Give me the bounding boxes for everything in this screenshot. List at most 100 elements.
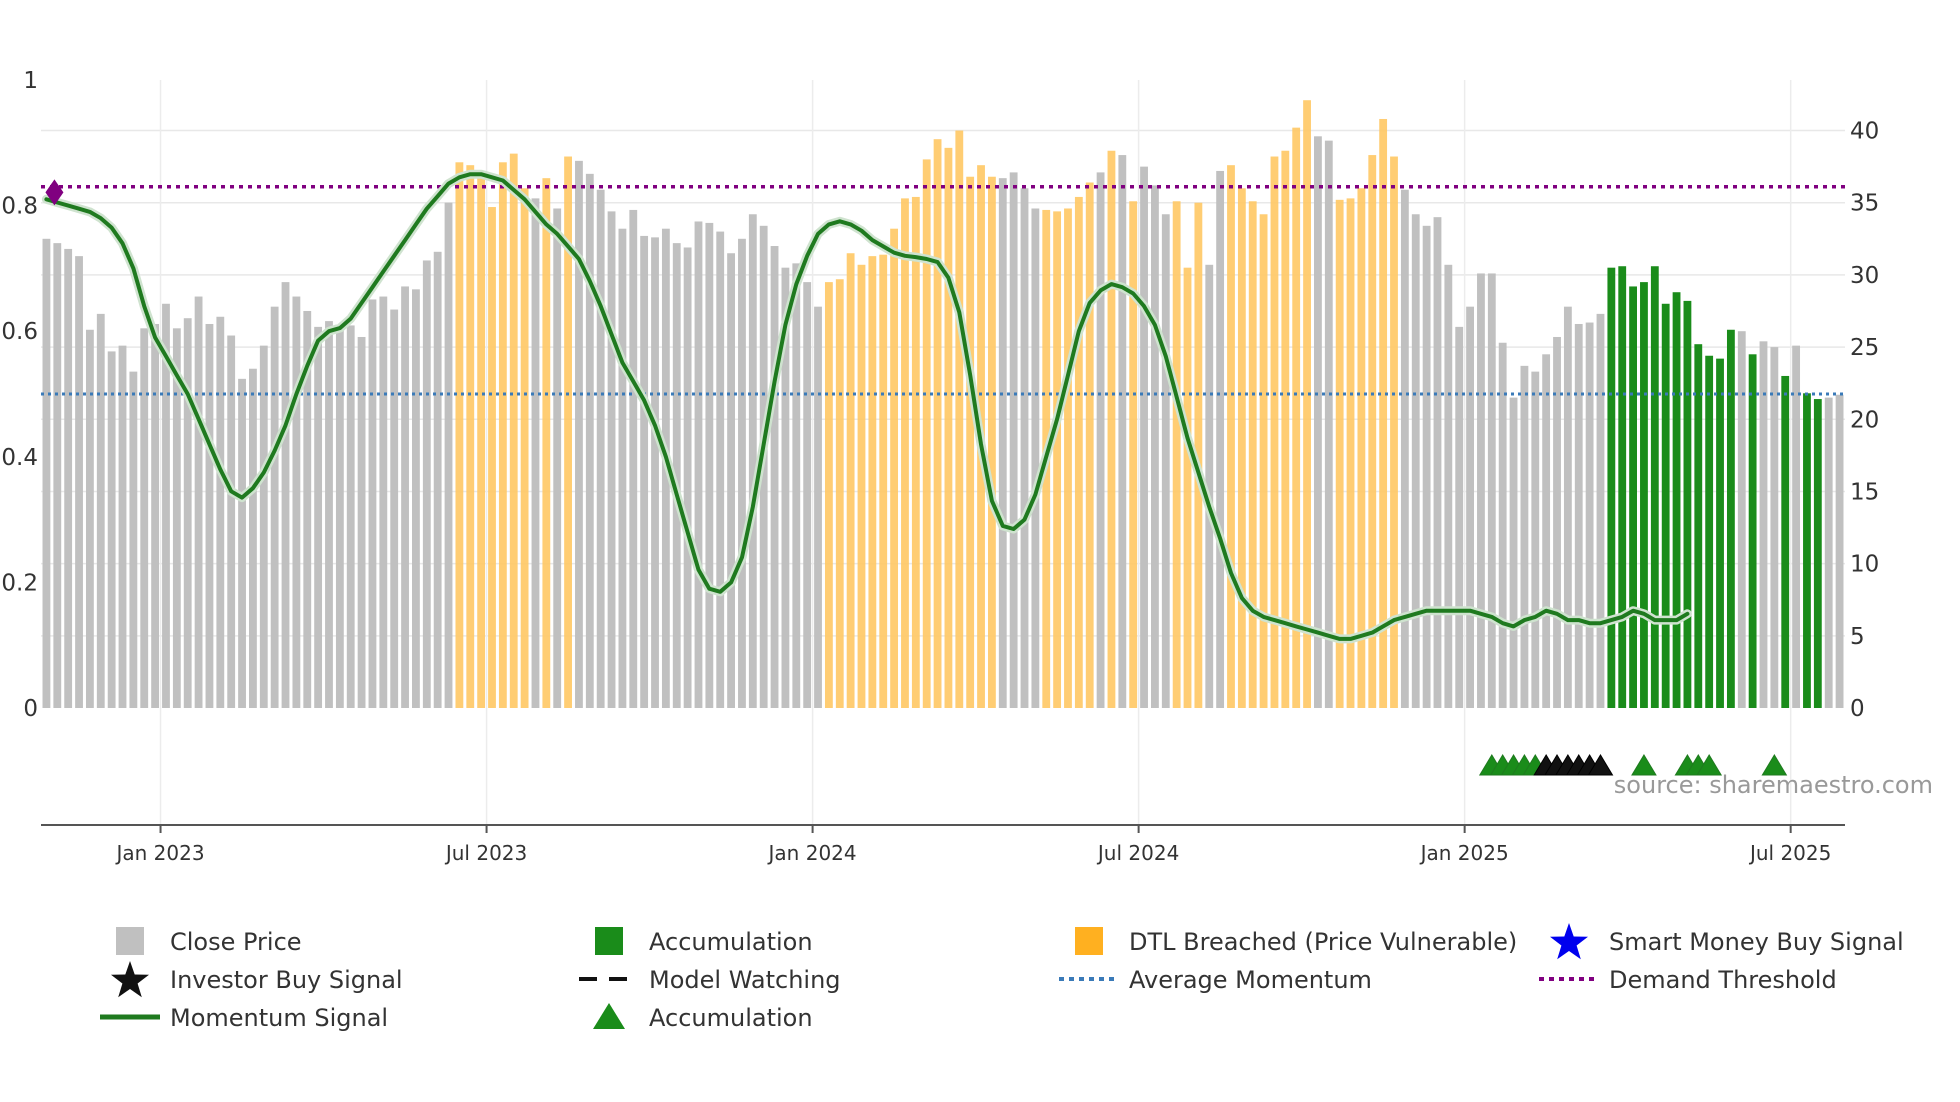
close-price-bar bbox=[1161, 214, 1170, 708]
triangle-icon bbox=[593, 1003, 625, 1029]
dtl-bar bbox=[911, 196, 920, 708]
legend-label: Smart Money Buy Signal bbox=[1609, 928, 1904, 956]
legend-item: Accumulation bbox=[595, 927, 813, 956]
close-price-bar bbox=[107, 351, 116, 708]
close-price-bar bbox=[1444, 264, 1453, 708]
close-price-bar bbox=[694, 221, 703, 708]
dtl-bar bbox=[1379, 118, 1388, 708]
close-price-bar bbox=[1542, 354, 1551, 708]
dtl-bar bbox=[955, 130, 964, 708]
close-price-bar bbox=[238, 378, 246, 708]
close-price-bar bbox=[227, 335, 236, 708]
axes: Jan 2023 Jul 2023 Jan 2024 Jul 2024 Jan 2025… bbox=[1, 68, 1879, 865]
star-icon-black bbox=[111, 961, 149, 998]
x-tick-label: Jul 2025 bbox=[1748, 841, 1831, 865]
close-price-bar bbox=[803, 282, 812, 708]
close-price-bar bbox=[1314, 136, 1322, 708]
accumulation-bar bbox=[1661, 303, 1670, 708]
legend-swatch bbox=[116, 927, 144, 955]
close-price-bar bbox=[1118, 155, 1127, 708]
grid-lines bbox=[41, 80, 1845, 825]
x-tick-label: Jul 2024 bbox=[1096, 841, 1179, 865]
close-price-bar bbox=[357, 336, 366, 708]
close-price-bar bbox=[1487, 273, 1496, 708]
close-price-bar bbox=[249, 368, 257, 708]
dtl-bar bbox=[944, 147, 953, 708]
dtl-bar bbox=[1390, 156, 1398, 708]
close-price-bar bbox=[368, 299, 377, 708]
close-price-bar bbox=[422, 260, 431, 708]
accumulation-bar bbox=[1607, 267, 1616, 708]
dtl-bar bbox=[879, 254, 888, 708]
close-price-bar bbox=[1563, 306, 1572, 708]
close-price-bar bbox=[64, 248, 73, 708]
right-tick-label: 5 bbox=[1850, 624, 1865, 650]
left-tick-label: 1 bbox=[23, 68, 38, 94]
close-price-bar bbox=[998, 178, 1007, 709]
dtl-bar bbox=[966, 176, 975, 708]
dtl-bar bbox=[1237, 188, 1246, 708]
accumulation-bar bbox=[1683, 300, 1692, 708]
close-price-bar bbox=[205, 323, 214, 708]
close-price-bar bbox=[335, 326, 344, 708]
legend-swatch bbox=[595, 927, 623, 955]
x-tick-label: Jan 2025 bbox=[1419, 841, 1509, 865]
dtl-bar bbox=[835, 279, 844, 708]
legend-item: DTL Breached (Price Vulnerable) bbox=[1075, 927, 1517, 956]
close-price-bar bbox=[1216, 170, 1225, 708]
dtl-bar bbox=[1303, 100, 1311, 709]
dtl-bar bbox=[455, 162, 464, 708]
accumulation-marker bbox=[1696, 754, 1723, 776]
close-price-bar bbox=[1574, 323, 1583, 708]
close-price-bar bbox=[1824, 397, 1833, 708]
close-price-bar bbox=[53, 243, 62, 709]
dtl-bar bbox=[488, 207, 496, 708]
right-tick-label: 15 bbox=[1850, 479, 1879, 505]
close-price-bar bbox=[770, 246, 779, 708]
close-price-bar bbox=[585, 173, 594, 708]
star-icon-blue bbox=[1550, 923, 1588, 960]
close-price-bar bbox=[640, 235, 649, 708]
close-price-bar bbox=[1498, 342, 1507, 708]
right-tick-label: 0 bbox=[1850, 696, 1865, 722]
legend-item: Model Watching bbox=[579, 966, 841, 994]
dtl-bar bbox=[1281, 150, 1290, 708]
dtl-bar bbox=[1248, 201, 1257, 708]
accumulation-marker bbox=[1761, 754, 1788, 776]
dtl-bar bbox=[890, 228, 899, 708]
dtl-bar bbox=[1172, 201, 1181, 708]
legend: Close Price Accumulation DTL Breached (Pri… bbox=[100, 923, 1904, 1032]
accumulation-bar bbox=[1650, 266, 1659, 708]
close-price-bar bbox=[1520, 365, 1529, 708]
legend-label: Demand Threshold bbox=[1609, 966, 1837, 994]
right-tick-label: 10 bbox=[1850, 552, 1879, 578]
legend-label: Model Watching bbox=[649, 966, 841, 994]
close-price-bar bbox=[618, 228, 627, 708]
legend-swatch bbox=[1075, 927, 1103, 955]
close-price-bar bbox=[162, 303, 170, 708]
investor-buy-marker bbox=[1587, 754, 1614, 776]
legend-item: Smart Money Buy Signal bbox=[1550, 923, 1904, 960]
close-price-bar bbox=[75, 256, 83, 708]
close-price-bar bbox=[531, 198, 540, 709]
x-tick-label: Jan 2024 bbox=[767, 841, 857, 865]
close-price-bar bbox=[259, 345, 268, 708]
momentum-signal bbox=[41, 169, 1692, 644]
legend-label: DTL Breached (Price Vulnerable) bbox=[1129, 928, 1517, 956]
dtl-bar bbox=[1194, 202, 1203, 708]
accumulation-bar bbox=[1640, 282, 1648, 708]
right-tick-label: 35 bbox=[1850, 191, 1879, 217]
close-price-bar bbox=[607, 211, 616, 709]
dtl-bar bbox=[1183, 267, 1192, 708]
dtl-bar bbox=[542, 178, 551, 709]
close-price-bar bbox=[42, 238, 51, 708]
close-price-bar bbox=[748, 214, 757, 708]
close-price-bar bbox=[781, 267, 790, 708]
accumulation-bar bbox=[1726, 329, 1735, 708]
close-price-bar bbox=[1096, 172, 1105, 709]
close-price-bar bbox=[325, 321, 333, 708]
accumulation-bar bbox=[1813, 399, 1822, 708]
close-price-bar bbox=[1509, 397, 1518, 708]
close-price-bar bbox=[596, 189, 605, 708]
close-price-bar bbox=[672, 243, 681, 709]
